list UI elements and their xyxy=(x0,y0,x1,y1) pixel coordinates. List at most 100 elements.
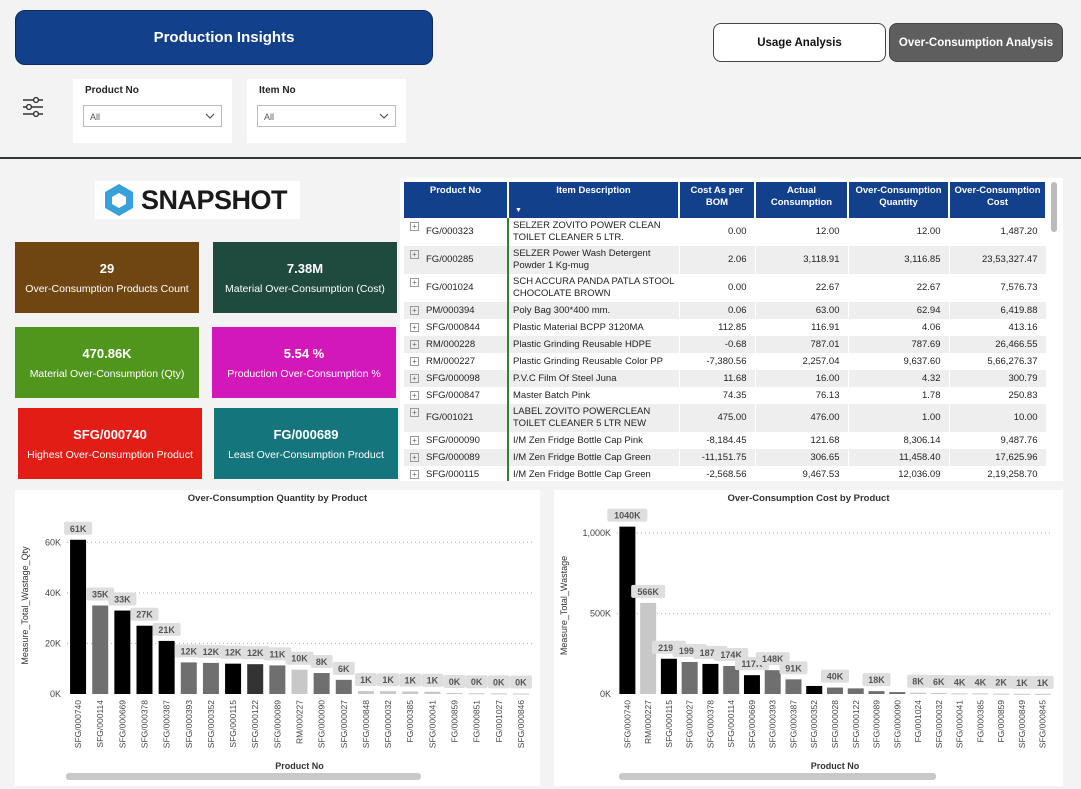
y-axis-title: Measure_Total_Wastage_Qty xyxy=(20,546,30,665)
data-label: 4K xyxy=(975,677,987,687)
cost-chart-scrollbar[interactable] xyxy=(619,773,936,780)
data-label-bg xyxy=(108,592,137,606)
table-row[interactable]: + FG/000323 SELZER ZOVITO POWER CLEAN TOIL… xyxy=(404,218,1047,246)
table-row[interactable]: + FG/000285 SELZER Power Wash Detergent Po… xyxy=(404,246,1047,274)
data-label-bg xyxy=(969,675,992,689)
item-no-value: All xyxy=(264,112,275,122)
tab-usage-analysis[interactable]: Usage Analysis xyxy=(713,23,886,62)
expand-row-icon[interactable]: + xyxy=(410,323,419,332)
table-cell: 8,306.14 xyxy=(848,432,950,449)
kpi-label: Least Over-Consumption Product xyxy=(228,448,384,461)
table-row[interactable]: + SFG/000089 I/M Zen Fridge Bottle Cap Gre… xyxy=(404,449,1047,466)
x-tick-label: SFG/000846 xyxy=(516,700,526,748)
bar xyxy=(313,673,330,694)
table-cell: 1,487.20 xyxy=(949,218,1047,246)
table-cell: 22.67 xyxy=(848,274,950,302)
filter-sliders-icon[interactable] xyxy=(22,96,44,118)
table-cell: 2.06 xyxy=(679,246,756,274)
expand-row-icon[interactable]: + xyxy=(410,453,419,462)
product-no-slicer: Product No All xyxy=(73,79,232,143)
data-label: 91K xyxy=(785,663,802,673)
data-label: 1K xyxy=(404,675,416,685)
column-header[interactable]: Over-Consumption Cost xyxy=(949,182,1047,218)
x-tick-label: SFG/000387 xyxy=(162,700,172,748)
table-cell: SELZER Power Wash Detergent Powder 1 Kg-… xyxy=(507,246,680,274)
x-tick-label: SFG/000669 xyxy=(117,700,127,748)
expand-row-icon[interactable]: + xyxy=(410,408,419,417)
table-row[interactable]: + SFG/000098 P.V.C Film Of Steel Juna 11.68… xyxy=(404,370,1047,387)
table-row[interactable]: + RM/000228 Plastic Grinding Reusable HDPE… xyxy=(404,336,1047,353)
x-tick-label: RM/000227 xyxy=(295,700,305,744)
column-header[interactable]: Product No xyxy=(404,182,509,218)
table-cell: 17,625.96 xyxy=(949,449,1047,466)
column-header[interactable]: Cost As per BOM xyxy=(679,182,756,218)
snapshot-logo: SNAPSHOT xyxy=(95,181,300,219)
table-cell: 0.06 xyxy=(679,302,756,319)
table-cell: 63.00 xyxy=(755,302,849,319)
table-scrollbar[interactable] xyxy=(1051,182,1057,232)
kpi-card: 7.38M Material Over-Consumption (Cost) xyxy=(213,242,397,313)
expand-row-icon[interactable]: + xyxy=(410,340,419,349)
table-cell: + SFG/000844 xyxy=(404,319,509,336)
x-tick-label: SFG/000115 xyxy=(228,700,238,748)
data-label-bg xyxy=(421,673,444,687)
bar xyxy=(640,602,657,694)
column-header[interactable]: Over-Consumption Quantity xyxy=(848,182,950,218)
x-tick-label: RM/000227 xyxy=(643,700,653,744)
expand-row-icon[interactable]: + xyxy=(410,222,419,231)
x-tick-label: SFG/000027 xyxy=(685,700,695,748)
product-no-label: Product No xyxy=(85,85,139,96)
kpi-card: 29 Over-Consumption Products Count xyxy=(15,242,199,313)
table-row[interactable]: + FG/001021 LABEL ZOVITO POWERCLEAN TOILET… xyxy=(404,404,1047,432)
table-row[interactable]: + SFG/000847 Master Batch Pink 74.35 76.13 1.… xyxy=(404,387,1047,404)
expand-row-icon[interactable]: + xyxy=(410,306,419,315)
kpi-label: Over-Consumption Products Count xyxy=(25,282,189,295)
table-row[interactable]: + SFG/000844 Plastic Material BCPP 3120MA 1… xyxy=(404,319,1047,336)
x-tick-label: SFG/000352 xyxy=(206,700,216,748)
x-axis-title: Product No xyxy=(275,761,324,771)
bar xyxy=(806,685,823,694)
table-row[interactable]: + SFG/000115 I/M Zen Fridge Bottle Cap Gre… xyxy=(404,466,1047,481)
table-row[interactable]: + FG/001024 SCH ACCURA PANDA PATLA STOOL C… xyxy=(404,274,1047,302)
data-label-bg xyxy=(263,647,292,661)
data-label-bg xyxy=(779,661,808,675)
kpi-card: 470.86K Material Over-Consumption (Qty) xyxy=(15,327,199,398)
table-cell: SELZER ZOVITO POWER CLEAN TOILET CLEANER… xyxy=(507,218,680,246)
table-cell: + SFG/000090 xyxy=(404,432,509,449)
data-label-bg xyxy=(174,644,203,658)
expand-row-icon[interactable]: + xyxy=(410,470,419,479)
data-label-bg xyxy=(332,661,355,675)
x-tick-label: SFG/000114 xyxy=(95,700,105,748)
product-no-dropdown[interactable]: All xyxy=(83,105,222,127)
item-no-dropdown[interactable]: All xyxy=(257,105,396,127)
data-label: 12K xyxy=(181,646,198,656)
expand-row-icon[interactable]: + xyxy=(410,357,419,366)
expand-row-icon[interactable]: + xyxy=(410,250,419,259)
bar xyxy=(951,693,968,695)
table-row[interactable]: + SFG/000090 I/M Zen Fridge Bottle Cap Pin… xyxy=(404,432,1047,449)
table-cell: 62.94 xyxy=(848,302,950,319)
data-label: 2K xyxy=(995,678,1007,688)
expand-row-icon[interactable]: + xyxy=(410,278,419,287)
column-header[interactable]: Actual Consumption xyxy=(755,182,849,218)
x-tick-label: SFG/000089 xyxy=(872,700,882,748)
column-header[interactable]: Item Description ▼ xyxy=(508,182,680,218)
data-label-bg xyxy=(219,645,248,659)
table-row[interactable]: + PM/000394 Poly Bag 300*400 mm. 0.06 63.00 6… xyxy=(404,302,1047,319)
bar xyxy=(681,661,698,694)
expand-row-icon[interactable]: + xyxy=(410,436,419,445)
qty-chart-scrollbar[interactable] xyxy=(66,773,421,780)
table-cell: -8,184.45 xyxy=(679,432,756,449)
table-row[interactable]: + RM/000227 Plastic Grinding Reusable Colo… xyxy=(404,353,1047,370)
data-label: 35K xyxy=(92,590,109,600)
data-label-bg xyxy=(607,508,648,522)
bar xyxy=(225,663,242,694)
table-cell: 9,467.53 xyxy=(755,466,849,481)
table-cell: 413.16 xyxy=(949,319,1047,336)
expand-row-icon[interactable]: + xyxy=(410,391,419,400)
data-label: 18K xyxy=(868,675,885,685)
bar xyxy=(357,690,374,694)
expand-row-icon[interactable]: + xyxy=(410,374,419,383)
tab-over-consumption-analysis[interactable]: Over-Consumption Analysis xyxy=(889,23,1063,62)
table-cell: 74.35 xyxy=(679,387,756,404)
